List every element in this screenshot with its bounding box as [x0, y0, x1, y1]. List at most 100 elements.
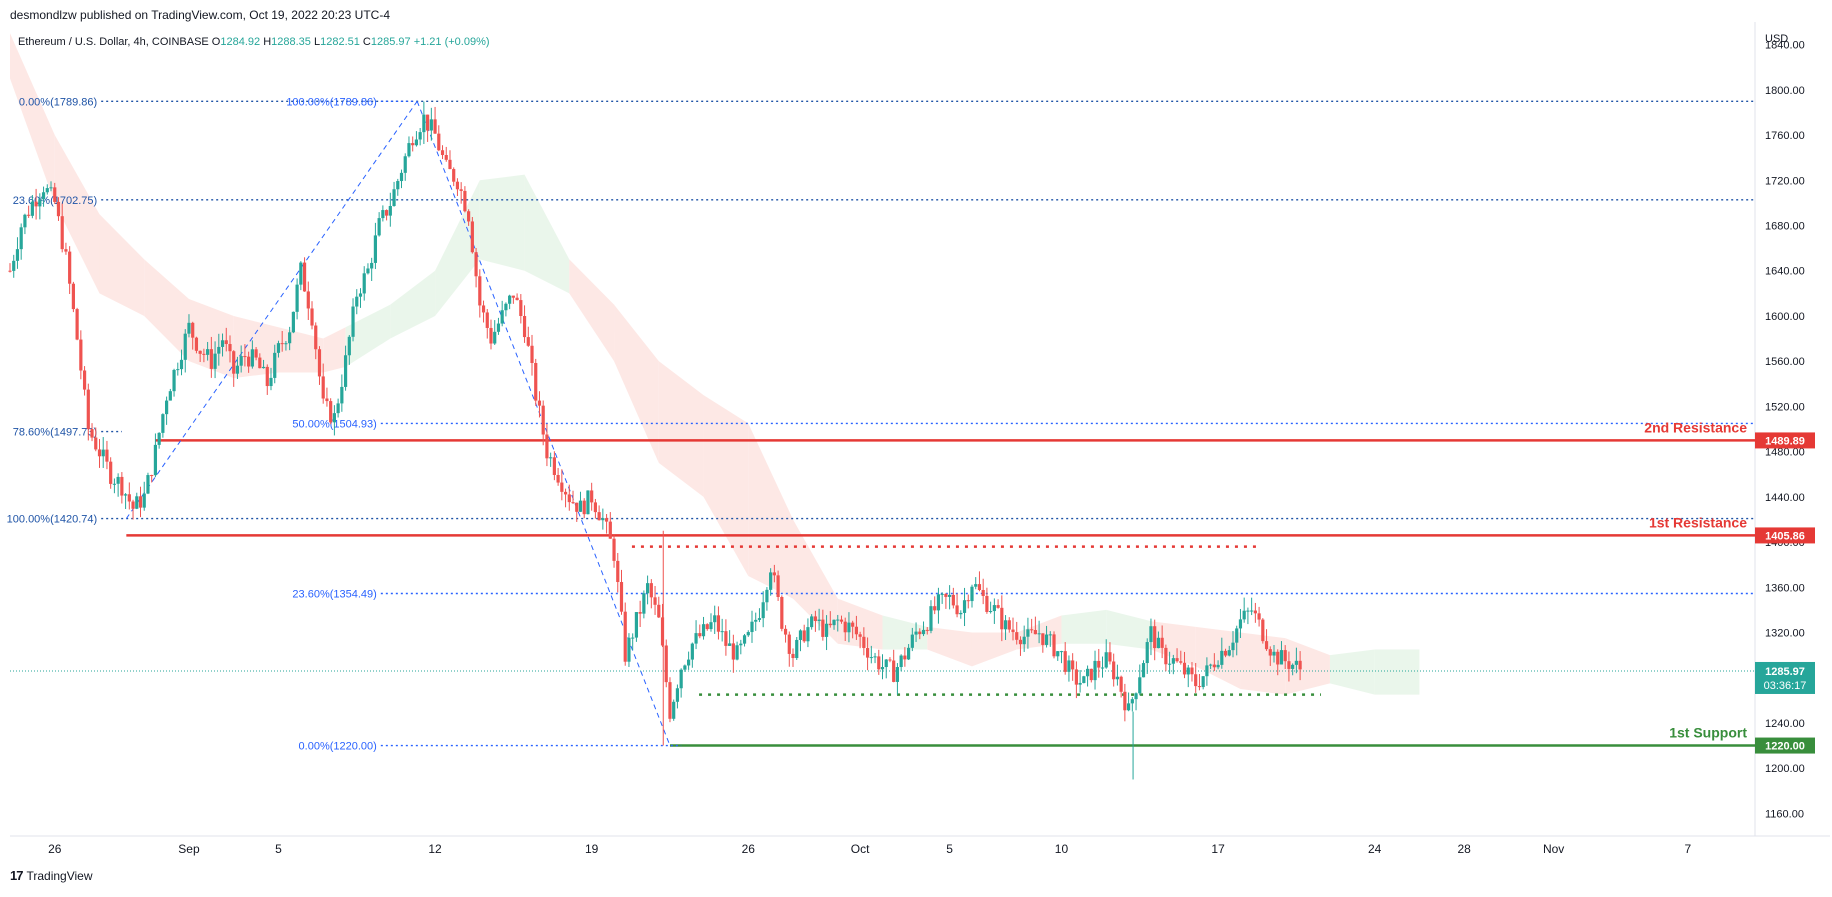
tradingview-logo-icon[interactable]: 17 [10, 868, 24, 883]
y-tick-label: 1440.00 [1765, 492, 1805, 504]
candle-body [575, 502, 579, 512]
candle-body [1261, 619, 1265, 642]
candle-body [138, 496, 143, 508]
candle-body [1033, 630, 1037, 635]
candle-body [481, 305, 486, 313]
y-tick-label: 1160.00 [1765, 808, 1804, 820]
candle-body [571, 502, 575, 504]
candle-body [936, 594, 941, 611]
x-axis-ticks: 26 Sep 5 12 19 26 Oct 5 10 17 24 28 Nov 7 [48, 842, 1691, 856]
candle-body [776, 575, 780, 597]
candle-body [1078, 682, 1082, 685]
candle-body [1194, 674, 1198, 687]
candle-body [1175, 658, 1179, 662]
candle-body [1052, 634, 1056, 657]
candle-body [370, 262, 374, 269]
candle-body [869, 657, 873, 659]
candle-body [71, 283, 75, 310]
candle-body [306, 291, 310, 309]
candle-body [880, 667, 885, 670]
candle-body [862, 636, 866, 649]
x-tick-label: 17 [1211, 842, 1225, 856]
candle-body [1235, 628, 1239, 643]
price-tag-value: 1220.00 [1765, 741, 1805, 753]
candle-body [448, 159, 452, 170]
x-tick-label: 10 [1055, 842, 1069, 856]
cloud-segment [1195, 626, 1241, 690]
candle-body [153, 444, 158, 476]
candle-body [914, 631, 918, 635]
candle-body [336, 403, 340, 414]
candle-body [120, 476, 124, 496]
x-tick-label: 24 [1368, 842, 1382, 856]
candle-body [1104, 652, 1108, 668]
candle-body [690, 643, 694, 660]
fibonacci-swing-lines [125, 101, 671, 746]
candle-body [608, 521, 612, 539]
candle-body [399, 172, 404, 182]
candle-body [739, 643, 743, 646]
candle-body [265, 366, 269, 387]
candle-body [217, 346, 221, 354]
candle-body [985, 595, 989, 612]
candle-body [877, 656, 881, 670]
candle-body [467, 211, 471, 222]
candle-body [1182, 662, 1187, 675]
last-price-value: 1285.97 [1765, 666, 1805, 678]
candle-body [411, 143, 415, 146]
y-tick-label: 1320.00 [1765, 628, 1805, 640]
y-tick-label: 1720.00 [1765, 175, 1805, 187]
candle-body [1294, 660, 1298, 665]
candle-body [813, 616, 817, 621]
candle-body [407, 143, 411, 157]
candle-body [631, 637, 635, 639]
candle-body [232, 351, 236, 374]
candle-body [616, 560, 620, 583]
candle-body [314, 325, 318, 350]
candle-body [851, 622, 855, 627]
candle-body [854, 626, 859, 635]
footer-brand[interactable]: TradingView [26, 868, 93, 883]
candle-body [664, 645, 668, 683]
candle-body [1097, 660, 1101, 668]
candle-body [27, 214, 31, 216]
candle-body [1250, 610, 1254, 612]
candle-body [1112, 661, 1116, 680]
candle-body [384, 210, 389, 216]
candle-body [90, 429, 94, 438]
key-level-name: 1st Resistance [1649, 514, 1747, 530]
candle-body [258, 357, 262, 369]
candle-body [534, 362, 538, 401]
candle-body [1141, 663, 1146, 678]
candle-body [634, 612, 639, 638]
candle-body [97, 449, 102, 457]
candle-body [377, 218, 381, 236]
cloud-segment [144, 259, 189, 362]
x-tick-label: 5 [275, 842, 282, 856]
candle-body [478, 276, 482, 306]
candle-body [593, 502, 597, 513]
horizontal-levels [10, 439, 1755, 747]
y-tick-label: 1560.00 [1765, 356, 1805, 368]
candle-body [299, 262, 303, 285]
candle-body [1231, 642, 1235, 651]
candle-body [769, 572, 773, 590]
candle-body [235, 365, 240, 374]
candle-body [463, 190, 467, 212]
candle-body [925, 629, 929, 631]
candle-body [679, 669, 683, 689]
cloud-segment [323, 327, 346, 373]
candle-body [325, 398, 329, 402]
swing-line [125, 101, 418, 519]
candle-body [1264, 641, 1269, 650]
candle-body [1123, 691, 1127, 711]
candle-body [1246, 610, 1250, 612]
candle-body [1007, 620, 1011, 630]
candle-body [1056, 651, 1060, 657]
key-level-name: 1st Support [1669, 725, 1747, 741]
candle-body [1257, 613, 1261, 620]
candle-body [1220, 650, 1224, 665]
symbol-info: Ethereum / U.S. Dollar, 4h, COINBASE O12… [18, 36, 490, 48]
candle-body [452, 169, 456, 182]
